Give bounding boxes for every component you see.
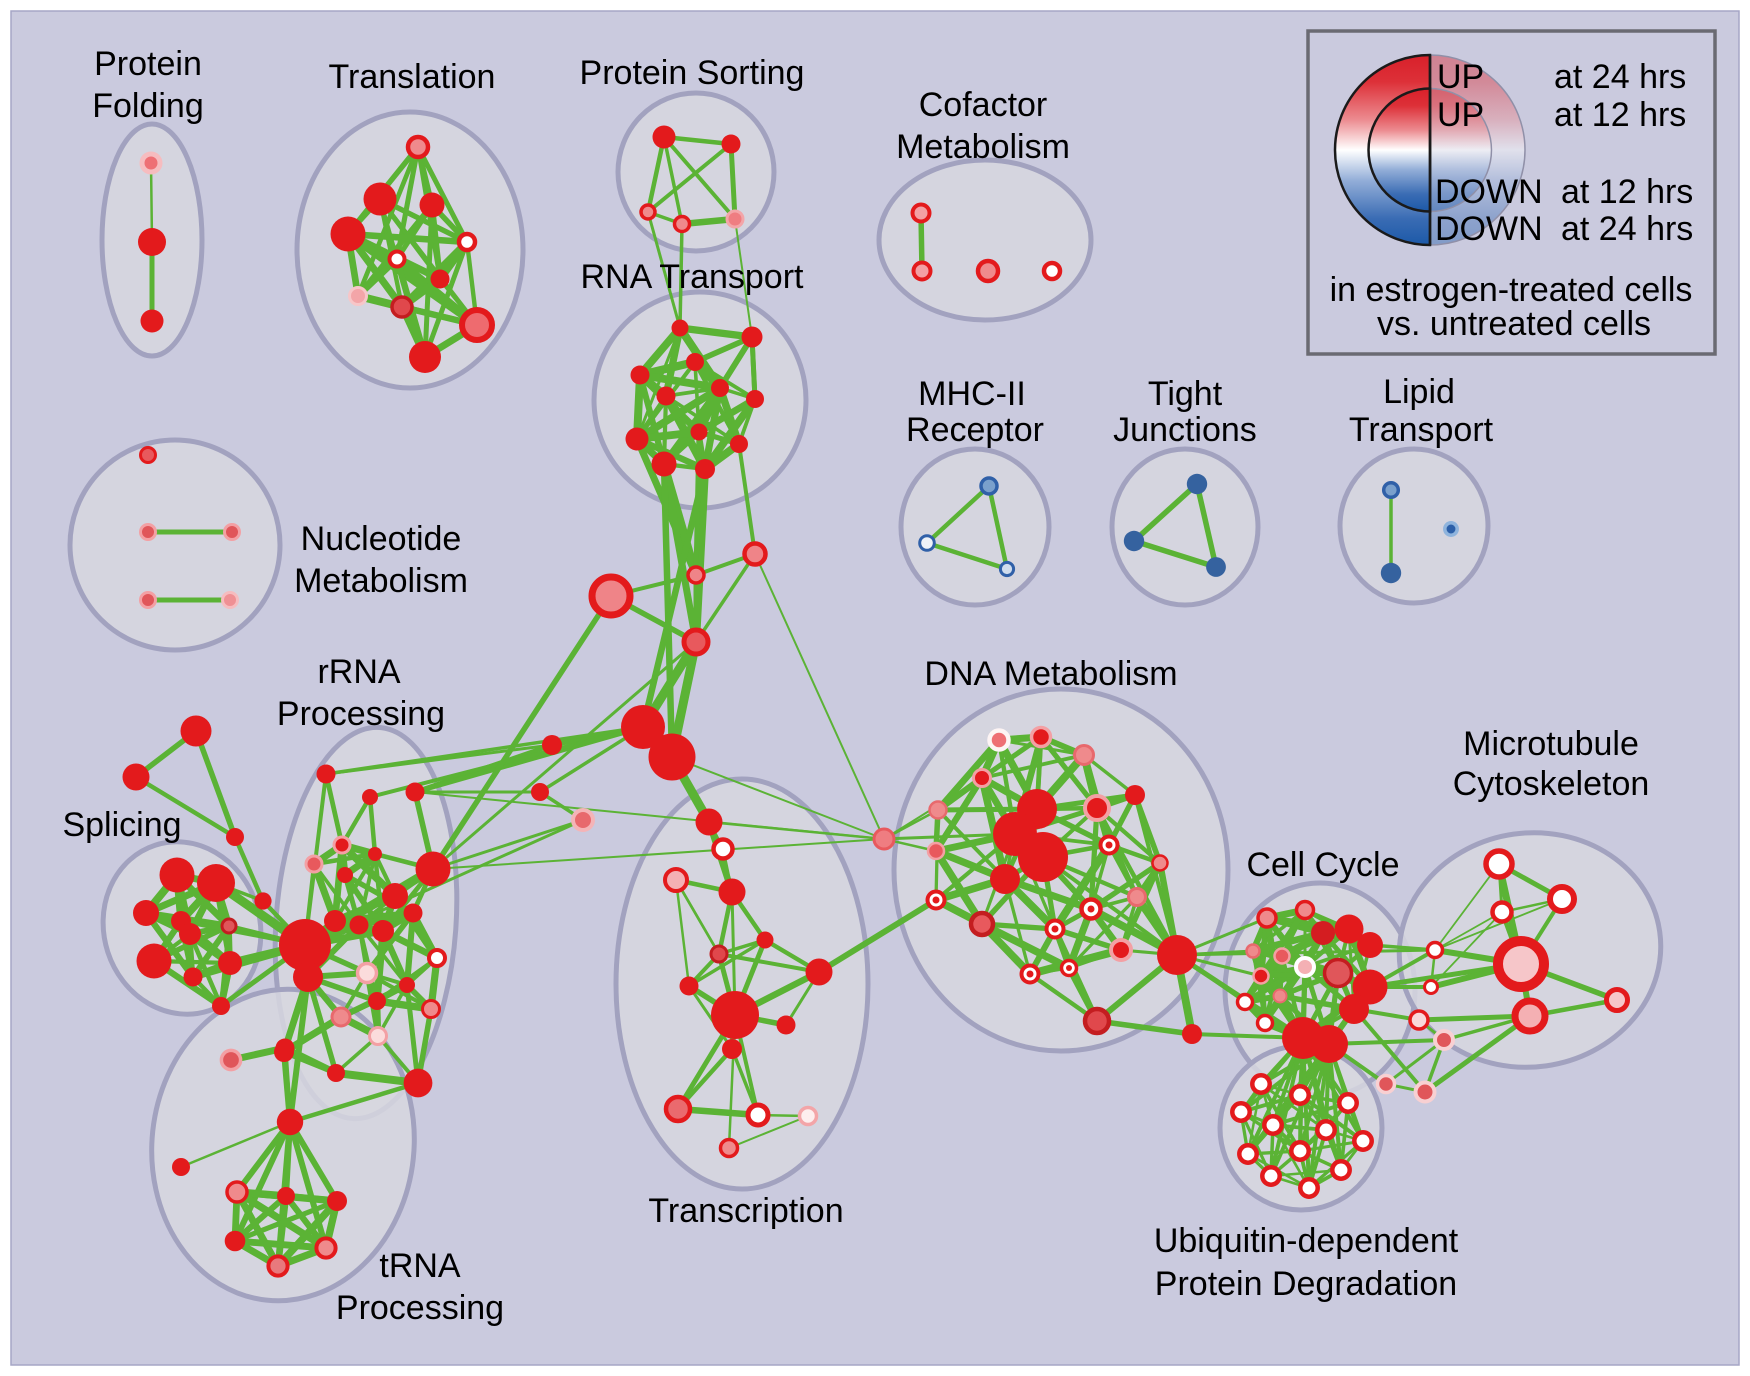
svg-text:Protein Degradation: Protein Degradation bbox=[1155, 1265, 1457, 1303]
svg-text:DNA Metabolism: DNA Metabolism bbox=[924, 655, 1177, 693]
svg-text:at 24 hrs: at 24 hrs bbox=[1561, 210, 1693, 248]
svg-text:Transport: Transport bbox=[1349, 411, 1494, 449]
svg-text:Metabolism: Metabolism bbox=[896, 128, 1070, 166]
svg-text:Receptor: Receptor bbox=[906, 411, 1044, 449]
svg-text:UP: UP bbox=[1437, 96, 1484, 134]
svg-text:Cofactor: Cofactor bbox=[919, 86, 1048, 124]
svg-text:Translation: Translation bbox=[329, 58, 496, 96]
svg-text:Cytoskeleton: Cytoskeleton bbox=[1453, 765, 1650, 803]
svg-text:rRNA: rRNA bbox=[317, 653, 400, 691]
svg-text:MHC-II: MHC-II bbox=[918, 375, 1026, 413]
svg-text:at 24 hrs: at 24 hrs bbox=[1554, 58, 1686, 96]
svg-text:Tight: Tight bbox=[1148, 375, 1223, 413]
svg-text:tRNA: tRNA bbox=[379, 1247, 461, 1285]
svg-text:Protein Sorting: Protein Sorting bbox=[580, 54, 805, 92]
svg-text:Microtubule: Microtubule bbox=[1463, 725, 1639, 763]
svg-text:Nucleotide: Nucleotide bbox=[301, 520, 462, 558]
svg-text:Splicing: Splicing bbox=[62, 806, 181, 844]
svg-text:RNA Transport: RNA Transport bbox=[581, 258, 805, 296]
svg-text:Cell Cycle: Cell Cycle bbox=[1246, 846, 1399, 884]
svg-text:Processing: Processing bbox=[277, 695, 445, 733]
svg-text:Junctions: Junctions bbox=[1113, 411, 1257, 449]
svg-text:DOWN: DOWN bbox=[1435, 210, 1543, 248]
svg-text:Transcription: Transcription bbox=[648, 1192, 843, 1230]
svg-text:Ubiquitin-dependent: Ubiquitin-dependent bbox=[1154, 1222, 1459, 1260]
svg-text:at 12 hrs: at 12 hrs bbox=[1561, 173, 1693, 211]
svg-text:vs. untreated cells: vs. untreated cells bbox=[1377, 305, 1651, 343]
svg-text:DOWN: DOWN bbox=[1435, 173, 1543, 211]
svg-text:Processing: Processing bbox=[336, 1289, 504, 1327]
svg-text:Lipid: Lipid bbox=[1383, 373, 1455, 411]
svg-text:Protein: Protein bbox=[94, 45, 202, 83]
svg-text:UP: UP bbox=[1437, 58, 1484, 96]
svg-text:in estrogen-treated cells: in estrogen-treated cells bbox=[1330, 271, 1693, 309]
svg-text:Folding: Folding bbox=[92, 87, 204, 125]
svg-text:Metabolism: Metabolism bbox=[294, 562, 468, 600]
svg-text:at 12 hrs: at 12 hrs bbox=[1554, 96, 1686, 134]
